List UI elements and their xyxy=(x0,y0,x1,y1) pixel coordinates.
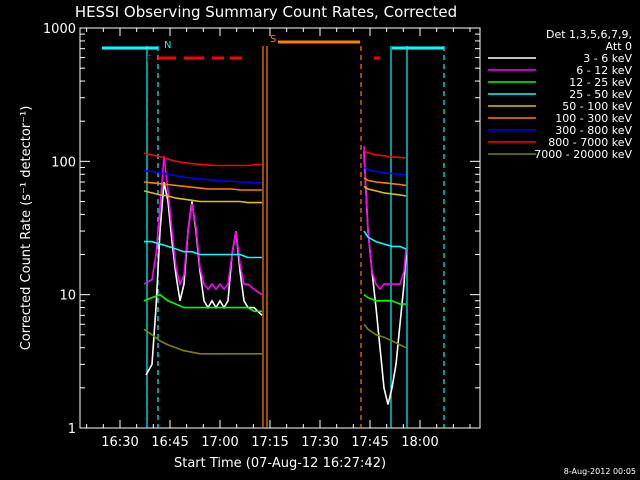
x-tick-label: 17:30 xyxy=(301,435,338,450)
legend-entry-label: 3 - 6 keV xyxy=(583,52,632,65)
x-tick-label: 17:15 xyxy=(251,435,288,450)
legend-entry-label: 6 - 12 keV xyxy=(576,64,632,77)
legend-entry-label: 300 - 800 keV xyxy=(555,124,632,137)
y-tick-label: 100 xyxy=(51,155,76,170)
chart-title: HESSI Observing Summary Count Rates, Cor… xyxy=(75,3,457,21)
legend-entry-label: 50 - 100 keV xyxy=(562,100,632,113)
series-line-4 xyxy=(143,190,262,204)
series-line-6 xyxy=(143,169,262,184)
legend-entry-label: 25 - 50 keV xyxy=(569,88,632,101)
series-layer xyxy=(143,146,407,405)
series-line-5 xyxy=(363,177,407,187)
saa-label: S xyxy=(270,34,276,45)
legend-entry-label: 100 - 300 keV xyxy=(555,112,632,125)
legend-entry-label: 800 - 7000 keV xyxy=(548,136,632,149)
series-line-7 xyxy=(143,152,263,167)
series-line-2 xyxy=(143,293,262,313)
footer-timestamp: 8-Aug-2012 00:05 xyxy=(564,467,636,476)
series-line-6 xyxy=(363,166,407,176)
x-axis-label: Start Time (07-Aug-12 16:27:42) xyxy=(174,456,386,471)
series-line-1 xyxy=(363,146,407,291)
x-tick-label: 17:45 xyxy=(351,435,388,450)
legend-entry-label: 7000 - 20000 keV xyxy=(534,148,632,161)
legend-entry-label: 12 - 25 keV xyxy=(569,76,632,89)
annotation-layer: N S F xyxy=(102,34,445,428)
series-line-3 xyxy=(144,240,262,259)
legend-header: Att 0 xyxy=(606,40,632,53)
series-line-8 xyxy=(143,328,262,355)
x-tick-label: 18:00 xyxy=(401,435,438,450)
series-line-3 xyxy=(363,230,407,250)
series-line-2 xyxy=(363,294,406,305)
y-axis-label: Corrected Count Rate (s⁻¹ detector⁻¹) xyxy=(19,106,34,351)
flare-label: F xyxy=(146,54,152,65)
series-line-8 xyxy=(363,323,407,349)
series-line-5 xyxy=(143,181,262,191)
legend-header: Det 1,3,5,6,7,9, xyxy=(546,28,632,41)
y-tick-label: 1000 xyxy=(43,22,76,37)
x-tick-label: 16:30 xyxy=(101,435,138,450)
plot-frame xyxy=(79,27,481,429)
y-tick-label: 10 xyxy=(59,289,76,304)
x-tick-label: 17:00 xyxy=(201,435,238,450)
x-tick-label: 16:45 xyxy=(151,435,188,450)
night-label: N xyxy=(164,40,171,51)
series-line-1 xyxy=(143,155,263,296)
y-tick-label: 1 xyxy=(68,422,76,437)
axis-layer: 16:30 16:45 17:00 17:15 17:30 17:45 18:00 1 10 10… xyxy=(43,22,480,450)
series-line-4 xyxy=(363,185,407,197)
series-line-0 xyxy=(145,181,263,376)
series-line-7 xyxy=(363,150,407,159)
